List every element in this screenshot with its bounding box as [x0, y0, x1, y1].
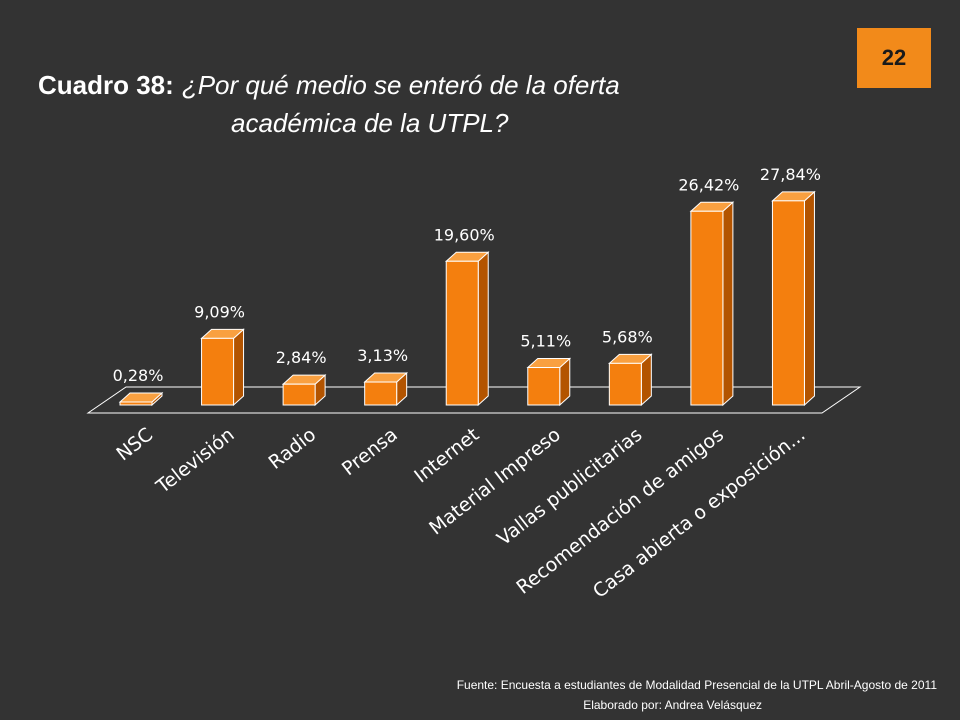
data-label: 5,68% — [602, 327, 653, 346]
chart-title: Cuadro 38: ¿Por qué medio se enteró de la… — [38, 66, 838, 142]
bar-front — [527, 367, 561, 406]
chart-floor — [86, 386, 862, 414]
bar-2 — [200, 328, 245, 407]
bar-4 — [363, 371, 408, 407]
bar-front — [364, 381, 398, 406]
data-label: 3,13% — [357, 346, 408, 365]
bar-front — [119, 401, 153, 406]
data-label: 9,09% — [194, 302, 245, 321]
data-label: 27,84% — [760, 165, 821, 184]
bar-side — [722, 201, 734, 407]
category-label: Vallas publicitarias — [493, 424, 646, 551]
bar-front — [282, 383, 316, 406]
category-label: Prensa — [338, 424, 402, 481]
data-label: 0,28% — [113, 366, 164, 385]
title-line-2: académica de la UTPL? — [38, 104, 838, 142]
footer-source: Fuente: Encuesta a estudiantes de Modali… — [456, 678, 937, 692]
bar-front — [690, 210, 724, 406]
title-question-line-1: ¿Por qué medio se enteró de la oferta — [181, 70, 620, 100]
footer-author: Elaborado por: Andrea Velásquez — [583, 698, 762, 712]
bar-side — [477, 251, 489, 407]
bar-5 — [444, 251, 490, 407]
category-label: Internet — [410, 424, 483, 488]
bar-front — [445, 260, 479, 406]
category-label: Televisión — [151, 424, 238, 499]
title-question-line-2: académica de la UTPL? — [231, 108, 509, 138]
bar-front — [608, 362, 642, 406]
bar-side — [233, 328, 245, 407]
data-label: 26,42% — [678, 175, 739, 194]
bar-7 — [608, 353, 653, 407]
bar-3 — [281, 374, 327, 407]
data-label: 2,84% — [276, 348, 327, 367]
title-prefix: Cuadro 38: — [38, 70, 174, 100]
category-label: NSC — [112, 424, 157, 466]
bar-6 — [526, 357, 572, 407]
title-line-1: Cuadro 38: ¿Por qué medio se enteró de la… — [38, 66, 838, 104]
data-label: 19,60% — [434, 225, 495, 244]
bar-8 — [689, 201, 735, 407]
slide-number-badge: 22 — [857, 28, 931, 88]
bar-side — [803, 190, 815, 407]
bar-1 — [118, 391, 164, 407]
bar-9 — [771, 190, 816, 407]
category-label: Radio — [265, 424, 321, 474]
data-label: 5,11% — [520, 332, 571, 351]
bar-front — [201, 337, 235, 406]
bar-front — [771, 200, 805, 406]
